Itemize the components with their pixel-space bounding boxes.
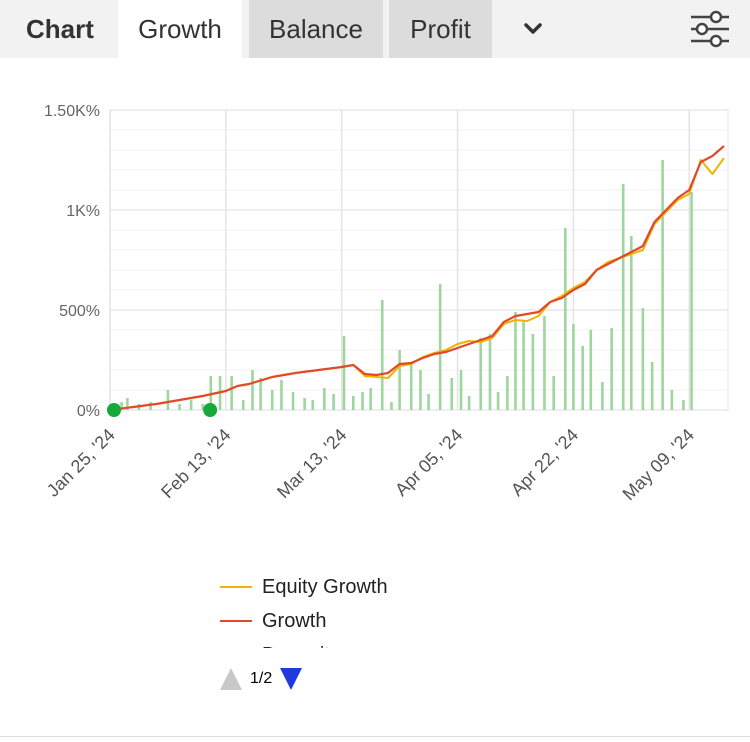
deposit-bar (572, 324, 575, 410)
deposit-bar (601, 382, 604, 410)
deposit-bar (361, 392, 364, 410)
legend-page-indicator: 1/2 (250, 670, 273, 687)
y-tick-label: 1K% (66, 203, 100, 220)
deposit-bar (467, 396, 471, 410)
deposit-bar (650, 362, 654, 410)
deposit-bar (563, 228, 567, 410)
legend-label: Deposit (262, 644, 330, 649)
deposit-bar (419, 370, 422, 410)
deposit-bar (342, 336, 346, 410)
legend-label: Equity Growth (262, 575, 388, 598)
legend-swatch (220, 620, 252, 622)
deposit-bar (230, 376, 233, 410)
chart-tab-bar: Chart Growth Balance Profit (0, 0, 750, 58)
plot-frame (109, 109, 729, 411)
deposit-bar (149, 402, 152, 410)
growth-line (109, 145, 725, 412)
deposit-bar (450, 378, 454, 410)
deposit-bar (332, 394, 335, 410)
deposit-marker (107, 403, 121, 417)
deposit-bar (398, 350, 401, 410)
tab-balance[interactable]: Balance (249, 0, 383, 58)
deposit-bar (661, 160, 664, 410)
y-tick-label: 0% (77, 403, 100, 420)
deposit-bar (682, 400, 685, 410)
chart-legend: Equity Growth Growth Deposit (220, 570, 480, 648)
deposit-bar (506, 376, 509, 410)
deposit-bar (514, 312, 517, 410)
legend-next-page-icon[interactable] (280, 668, 303, 690)
deposit-bar (369, 388, 372, 410)
x-tick-label: Jan 25, '24 (43, 425, 119, 501)
deposit-bar (670, 390, 674, 410)
deposit-bar (438, 284, 442, 410)
deposit-bar (496, 392, 500, 410)
sliders-icon (691, 10, 729, 48)
legend-swatch (220, 586, 252, 588)
deposit-bar (120, 402, 123, 410)
chart-settings-button[interactable] (680, 0, 740, 58)
deposit-bar (581, 346, 584, 410)
deposit-bar (522, 320, 525, 410)
deposit-bar (166, 390, 170, 410)
legend-label: Growth (262, 609, 327, 632)
deposit-bar (303, 398, 306, 410)
deposit-bar (241, 400, 245, 410)
deposit-bar (543, 316, 546, 410)
deposit-bar (209, 376, 213, 410)
legend-item[interactable]: Equity Growth (220, 570, 480, 604)
legend-prev-page-icon[interactable] (220, 668, 242, 690)
deposit-bar (610, 328, 613, 410)
divider (0, 736, 750, 737)
deposit-bar (126, 398, 129, 410)
tab-chart[interactable]: Chart (26, 13, 94, 44)
x-tick-label: Apr 05, '24 (391, 425, 466, 500)
deposit-bar (351, 396, 355, 410)
y-tick-label: 1.50K% (44, 103, 100, 120)
legend-item[interactable]: Deposit (220, 638, 480, 649)
chevron-down-icon (524, 23, 542, 34)
deposit-bar (589, 330, 593, 410)
more-tabs-button[interactable] (500, 0, 566, 58)
deposit-bar (311, 400, 315, 410)
deposit-bar (630, 236, 633, 410)
y-tick-label: 500% (59, 303, 100, 320)
deposit-bar (552, 376, 556, 410)
deposit-marker (203, 403, 218, 417)
deposit-bar (201, 404, 204, 410)
deposit-bar (690, 192, 693, 410)
legend-item[interactable]: Growth (220, 604, 480, 638)
deposit-bar (323, 388, 326, 410)
tab-profit[interactable]: Profit (389, 0, 492, 58)
deposit-bar (251, 370, 254, 410)
deposit-bar (409, 364, 413, 410)
legend-pager: 1/2 (220, 664, 303, 694)
deposit-bar (479, 338, 483, 410)
tab-growth[interactable]: Growth (118, 0, 242, 58)
deposit-bar (189, 400, 193, 410)
deposit-bar (380, 300, 384, 410)
deposit-bar (641, 308, 645, 410)
deposit-bar (621, 184, 625, 410)
deposit-bar (291, 392, 295, 410)
deposit-bar (259, 378, 262, 410)
deposit-bar (488, 334, 492, 410)
deposit-bar (270, 390, 274, 410)
x-tick-label: Apr 22, '24 (507, 425, 582, 500)
deposit-bar (459, 370, 463, 410)
deposit-bar (427, 394, 430, 410)
growth-chart: 0% 500% 1K% 1.50K% Jan 25, '24 Feb 13, '24 Mar… (43, 103, 729, 505)
x-tick-label: May 09, '24 (619, 425, 699, 505)
x-tick-label: Mar 13, '24 (273, 425, 350, 502)
deposit-bar (280, 380, 283, 410)
deposit-bar (390, 402, 393, 410)
deposit-bar (531, 334, 535, 410)
x-tick-label: Feb 13, '24 (157, 425, 234, 502)
deposit-bar (178, 404, 181, 410)
